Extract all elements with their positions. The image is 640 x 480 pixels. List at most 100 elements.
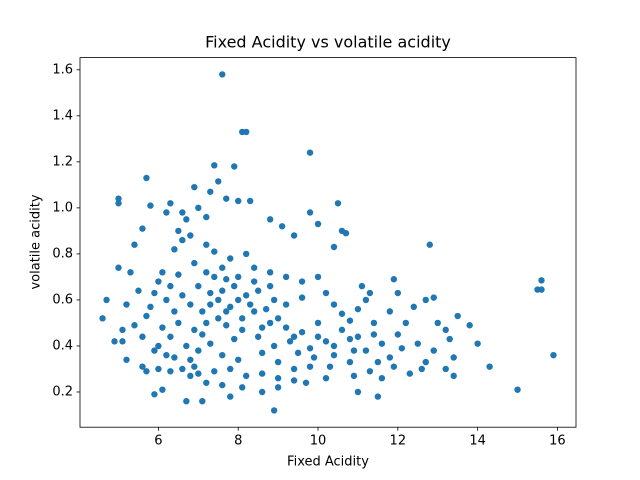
y-tick-label: 0.4 <box>52 338 73 353</box>
point <box>139 225 146 232</box>
point <box>211 273 218 281</box>
point <box>167 333 174 340</box>
x-tick-label: 6 <box>154 434 162 449</box>
point <box>235 273 242 281</box>
point <box>115 200 122 207</box>
point <box>227 303 234 311</box>
point <box>366 289 374 297</box>
point <box>270 407 278 414</box>
point <box>282 324 290 331</box>
point <box>310 354 318 361</box>
point <box>290 333 298 340</box>
point <box>322 338 330 345</box>
point <box>219 351 226 359</box>
point <box>175 271 182 278</box>
point <box>362 347 370 354</box>
point <box>258 349 266 357</box>
point <box>151 289 158 297</box>
x-tick-label: 16 <box>549 434 566 449</box>
point <box>223 195 230 202</box>
point <box>386 308 394 315</box>
point <box>215 296 222 304</box>
point <box>147 303 154 311</box>
point <box>406 370 414 377</box>
point <box>394 289 402 297</box>
point <box>538 277 545 284</box>
point <box>235 296 242 304</box>
point <box>410 303 417 311</box>
point <box>179 209 186 216</box>
point <box>242 128 250 136</box>
point <box>187 356 194 363</box>
point <box>143 368 150 375</box>
point <box>346 317 354 324</box>
point <box>330 351 338 359</box>
point <box>338 310 346 317</box>
point <box>242 250 250 258</box>
y-tick-label: 0.8 <box>52 246 73 261</box>
point <box>350 372 358 380</box>
point <box>227 393 234 400</box>
point <box>270 296 278 304</box>
point <box>171 308 178 315</box>
chart-title: Fixed Acidity vs volatile acidity <box>205 33 451 52</box>
point <box>215 315 222 322</box>
point <box>370 319 378 327</box>
point <box>235 356 242 363</box>
point <box>474 340 481 347</box>
point <box>398 345 406 352</box>
point <box>434 319 441 327</box>
point <box>250 264 258 271</box>
point <box>223 322 230 329</box>
point <box>550 351 557 359</box>
point <box>246 197 254 205</box>
point <box>242 292 250 299</box>
point <box>330 243 338 251</box>
point <box>254 333 262 340</box>
point <box>322 289 330 297</box>
point <box>127 269 134 276</box>
point <box>514 386 521 393</box>
point <box>211 368 218 375</box>
point <box>211 162 218 169</box>
point <box>282 273 290 281</box>
point <box>258 388 266 396</box>
point <box>326 363 334 370</box>
point <box>207 340 214 347</box>
point <box>151 347 158 354</box>
point <box>223 308 230 315</box>
point <box>147 202 154 209</box>
point <box>286 338 294 345</box>
point <box>342 229 350 237</box>
point <box>450 372 457 380</box>
point <box>330 301 338 308</box>
point <box>442 365 449 373</box>
point <box>219 264 226 271</box>
point <box>199 308 206 315</box>
point <box>394 331 402 338</box>
point <box>171 354 178 361</box>
point <box>330 342 338 350</box>
point <box>151 391 158 398</box>
point <box>239 384 246 391</box>
point <box>274 315 282 322</box>
point <box>314 273 322 281</box>
point <box>199 331 206 338</box>
point <box>227 365 234 373</box>
point <box>231 282 238 290</box>
point <box>266 269 274 276</box>
point <box>159 324 166 331</box>
point <box>143 312 150 320</box>
point <box>322 374 330 382</box>
point <box>171 246 178 253</box>
point <box>254 287 262 294</box>
point <box>131 241 138 248</box>
point <box>111 338 118 345</box>
point <box>207 289 214 297</box>
point <box>199 397 206 405</box>
point <box>119 338 126 345</box>
point <box>195 204 202 212</box>
point <box>235 197 242 205</box>
x-tick-label: 8 <box>234 434 242 449</box>
